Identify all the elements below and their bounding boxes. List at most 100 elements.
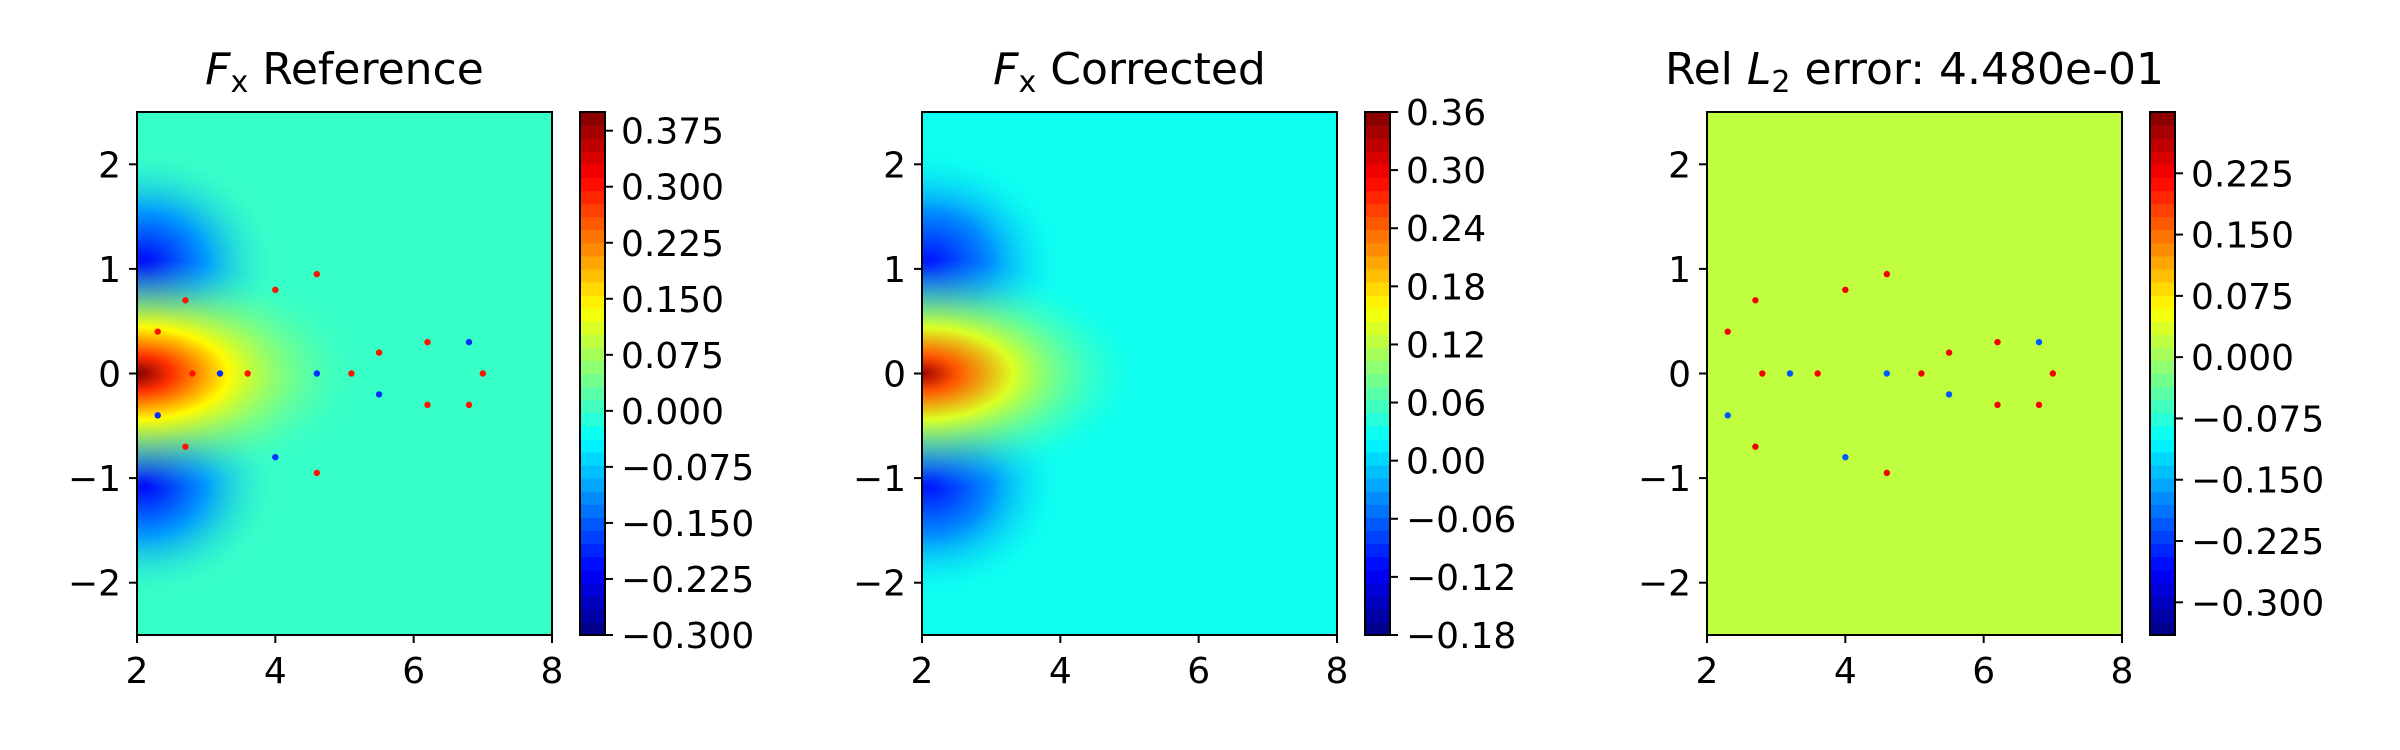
colorbar-segment — [1365, 543, 1390, 558]
colorbar-segment — [580, 255, 605, 270]
colorbar-segment — [580, 242, 605, 257]
colorbar-segment — [1365, 334, 1390, 348]
colorbar-segment — [580, 386, 605, 401]
colorbar-tick-label: −0.12 — [1406, 558, 1516, 599]
speckle-dot — [2035, 338, 2043, 346]
speckle-dot — [1994, 338, 2001, 346]
colorbar-tick-label: −0.075 — [621, 448, 754, 489]
colorbar-tick-label: −0.06 — [1406, 500, 1516, 541]
x-tick-label: 8 — [541, 651, 564, 692]
colorbar-segment — [580, 425, 605, 440]
colorbar-tick-label: −0.075 — [2191, 399, 2324, 440]
colorbar-segment — [1365, 451, 1390, 466]
colorbar-segment — [580, 321, 605, 335]
colorbar-tick-label: −0.150 — [621, 504, 754, 545]
colorbar-segment — [580, 530, 605, 545]
colorbar-segment — [2150, 608, 2175, 623]
colorbar-tick-label: −0.150 — [2191, 461, 2324, 502]
colorbar-segment — [580, 399, 605, 414]
heatmap-features — [1724, 270, 2057, 477]
colorbar-segment — [580, 451, 605, 466]
x-tick-label: 2 — [1696, 651, 1719, 692]
speckle-dot — [375, 349, 383, 356]
y-tick-label: 2 — [98, 145, 121, 186]
colorbar-tick-label: 0.375 — [621, 112, 724, 153]
y-tick-label: 0 — [883, 355, 906, 396]
x-tick-label: 6 — [402, 651, 425, 692]
colorbar-segment — [2150, 491, 2175, 505]
colorbar-segment — [2150, 386, 2175, 401]
speckle-dot — [1945, 349, 1953, 356]
colorbar-segment — [1365, 595, 1390, 610]
colorbar-segment — [2150, 242, 2175, 257]
speckle-dot — [2035, 401, 2043, 409]
speckle-dot — [1883, 469, 1891, 477]
y-tick-label: 1 — [98, 250, 121, 291]
colorbar-segment — [580, 203, 605, 218]
heatmap-features — [137, 148, 487, 599]
speckle-dot — [189, 370, 196, 377]
y-tick-label: 0 — [98, 355, 121, 396]
heatmap-features — [922, 148, 1151, 599]
speckle-dot — [313, 270, 321, 278]
colorbar-segment — [2150, 151, 2175, 165]
colorbar-frame — [579, 111, 606, 636]
speckle-dot — [272, 286, 279, 294]
colorbar-segment — [580, 347, 605, 362]
positive-plume — [137, 258, 366, 489]
colorbar-segment — [580, 491, 605, 505]
speckle-dot — [1883, 370, 1891, 377]
colorbar-tick-label: 0.225 — [2191, 154, 2294, 195]
colorbar-segment — [580, 268, 605, 283]
colorbar-segment — [2150, 255, 2175, 270]
colorbar-frame — [2149, 111, 2176, 636]
colorbar-segment — [580, 438, 605, 453]
colorbar-segment — [580, 216, 605, 231]
colorbar-segment — [1365, 112, 1390, 126]
speckle-dot — [1752, 443, 1759, 450]
colorbar-segment — [580, 465, 605, 479]
speckle-dot — [1842, 453, 1849, 461]
title-subscript: 2 — [1771, 65, 1790, 100]
colorbar-segment — [1365, 465, 1390, 479]
y-tick-label: −2 — [1638, 564, 1691, 605]
colorbar-segment — [1365, 242, 1390, 257]
colorbar-segment — [580, 281, 605, 296]
colorbar-segment — [1365, 308, 1390, 322]
colorbar-tick-label: 0.150 — [2191, 216, 2294, 257]
colorbar-segment — [1365, 177, 1390, 192]
colorbar-segment — [580, 608, 605, 623]
colorbar-tick-label: 0.300 — [621, 168, 724, 209]
title-text: Reference — [248, 44, 484, 95]
colorbar-segment — [1365, 347, 1390, 362]
speckle-dot — [154, 328, 161, 335]
colorbar: 0.375 0.300 0.225 0.150 0.075 0.000 −0.075 −0.1… — [579, 111, 754, 657]
title-symbol: F — [993, 44, 1019, 95]
colorbar-segment — [2150, 621, 2175, 636]
colorbar-segment — [580, 478, 605, 492]
colorbar-segment — [1365, 281, 1390, 296]
colorbar-segment — [1365, 504, 1390, 518]
colorbar-segment — [580, 595, 605, 610]
colorbar-segment — [1365, 373, 1390, 388]
colorbar-segment — [2150, 543, 2175, 558]
colorbar-segment — [1365, 608, 1390, 623]
colorbar-segment — [1365, 295, 1390, 309]
speckle-dot — [465, 401, 473, 409]
colorbar-segment — [2150, 164, 2175, 178]
colorbar-segment — [1365, 268, 1390, 283]
colorbar-segment — [580, 295, 605, 309]
x-tick-label: 4 — [1834, 651, 1857, 692]
colorbar: 0.36 0.30 0.24 0.18 0.12 0.06 0.00 −0.06 −0.12 −0… — [1364, 93, 1516, 657]
colorbar-segment — [1365, 216, 1390, 231]
colorbar-tick-label: 0.000 — [2191, 338, 2294, 379]
colorbar-segment — [2150, 112, 2175, 126]
colorbar-segment — [580, 582, 605, 597]
colorbar-segment — [2150, 451, 2175, 466]
colorbar-segment — [1365, 203, 1390, 218]
colorbar-segment — [580, 112, 605, 126]
colorbar-tick-label: −0.225 — [621, 560, 754, 601]
colorbar-segment — [580, 125, 605, 139]
colorbar-segment — [1365, 425, 1390, 440]
